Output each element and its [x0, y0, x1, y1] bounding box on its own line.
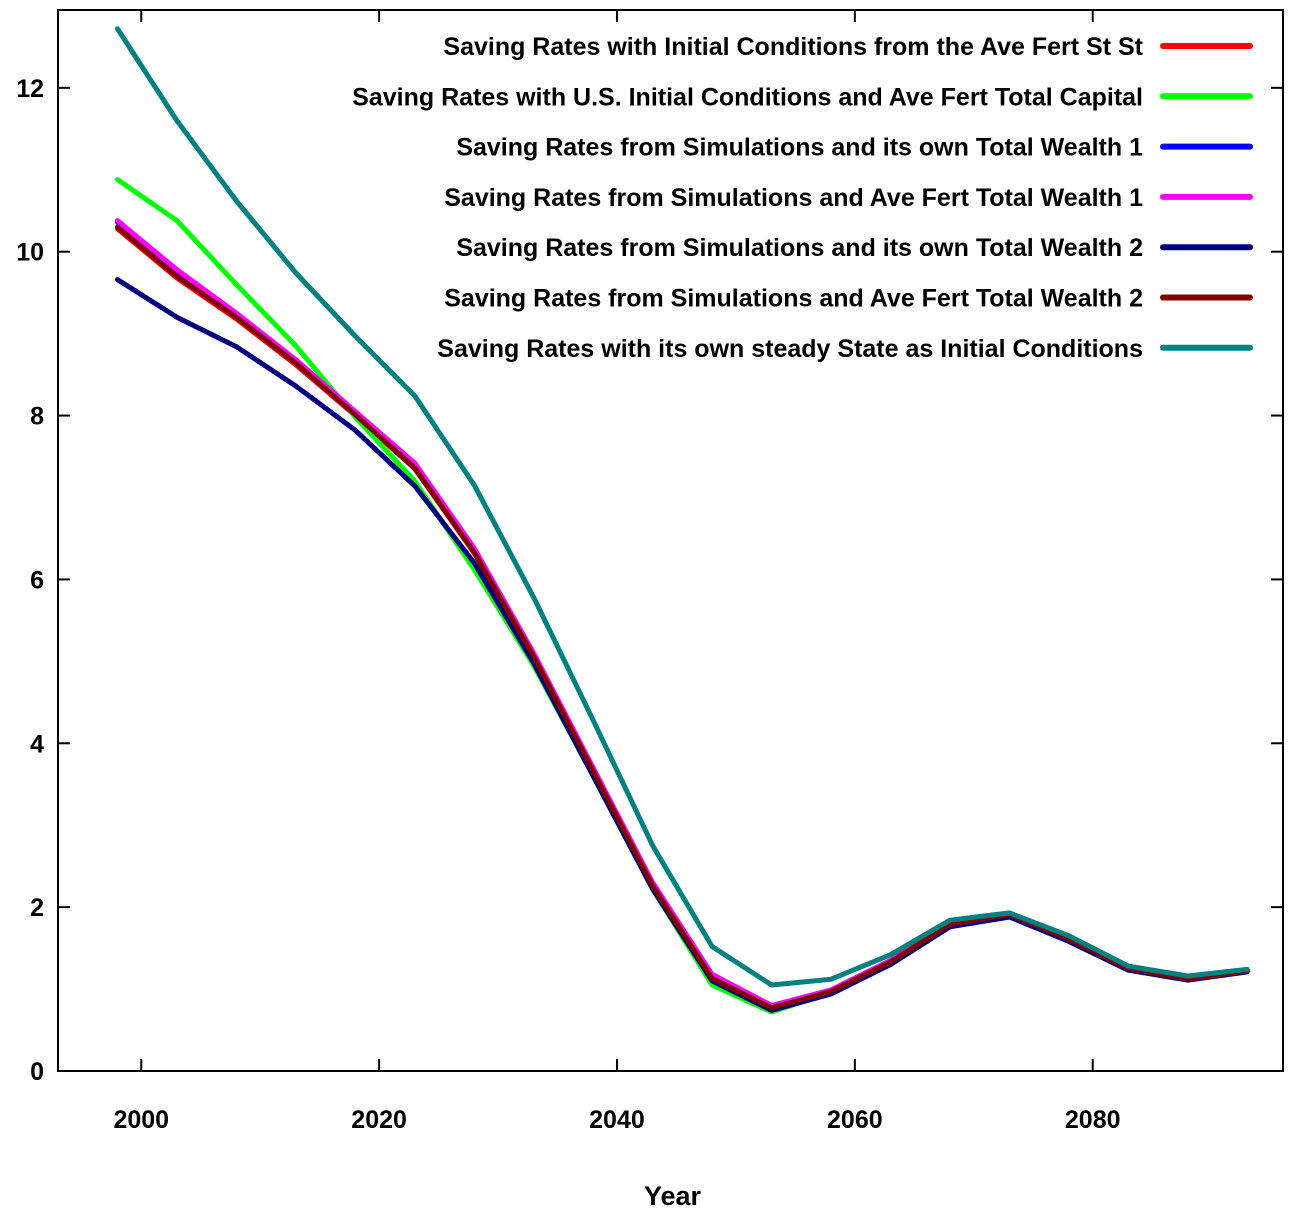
x-tick-label: 2000 [113, 1106, 169, 1134]
x-tick-label: 2040 [589, 1106, 645, 1134]
legend-label-6: Saving Rates from Simulations and Ave Fe… [444, 285, 1143, 313]
legend-label-2: Saving Rates with U.S. Initial Condition… [352, 83, 1143, 111]
plot-frame [57, 9, 1284, 1072]
legend-label-3: Saving Rates from Simulations and its ow… [456, 134, 1143, 162]
legend-label-4: Saving Rates from Simulations and Ave Fe… [444, 184, 1143, 212]
ticks-layer: 2000 2020 2040 2060 2080 0 2 4 6 8 10 12 [16, 10, 1283, 1134]
series-line-6 [115, 224, 1250, 1011]
y-tick-label: 8 [30, 403, 44, 431]
x-tick-label: 2080 [1065, 1106, 1121, 1134]
y-tick-label: 12 [16, 75, 44, 103]
legend-label-7: Saving Rates with its own steady State a… [437, 335, 1143, 363]
legend-label-1: Saving Rates with Initial Conditions fro… [443, 33, 1143, 61]
x-axis-title: Year [644, 1181, 702, 1211]
y-tick-label: 0 [30, 1058, 44, 1086]
y-tick-label: 6 [30, 566, 44, 594]
series-line-7 [115, 26, 1250, 988]
legend: Saving Rates with Initial Conditions fro… [352, 33, 1253, 363]
x-tick-label: 2060 [827, 1106, 883, 1134]
y-tick-label: 4 [30, 730, 44, 758]
x-tick-label: 2020 [351, 1106, 407, 1134]
series-layer [115, 26, 1250, 1015]
legend-label-5: Saving Rates from Simulations and its ow… [456, 234, 1143, 262]
y-tick-label: 10 [16, 239, 44, 267]
y-tick-label: 2 [30, 894, 44, 922]
